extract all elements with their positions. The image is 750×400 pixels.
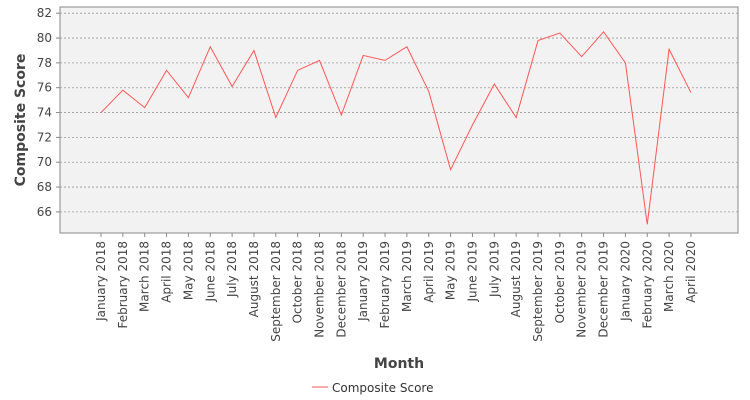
y-tick-label: 70 [37, 155, 52, 169]
x-tick-label: May 2019 [444, 241, 458, 300]
legend-label: Composite Score [332, 381, 433, 395]
x-tick-label: January 2018 [94, 241, 108, 322]
x-tick-label: September 2019 [531, 241, 545, 342]
legend: Composite Score [312, 381, 433, 395]
y-axis-title: Composite Score [13, 54, 29, 187]
y-tick-label: 74 [37, 106, 52, 120]
x-tick-label: June 2019 [465, 241, 479, 303]
y-tick-label: 68 [37, 180, 52, 194]
x-tick-label: December 2018 [334, 241, 348, 338]
series-group [100, 31, 692, 225]
plot-area [59, 6, 739, 234]
y-axis-ticks: 66 68 70 72 74 76 78 80 82 [37, 6, 60, 219]
x-tick-label: March 2019 [400, 241, 414, 312]
y-tick-label: 72 [37, 130, 52, 144]
x-tick-label: March 2018 [138, 241, 152, 312]
x-tick-label: October 2018 [291, 241, 305, 323]
x-axis-ticks: January 2018 February 2018 March 2018 April… [94, 233, 698, 342]
x-tick-label: April 2019 [422, 241, 436, 303]
x-tick-label: August 2019 [509, 241, 523, 317]
x-tick-label: October 2019 [553, 241, 567, 323]
x-tick-label: November 2019 [575, 241, 589, 338]
x-tick-label: February 2020 [640, 241, 654, 329]
x-tick-label: December 2019 [597, 241, 611, 338]
x-tick-label: September 2018 [269, 241, 283, 342]
x-tick-label: April 2018 [160, 241, 174, 303]
x-tick-label: April 2020 [684, 241, 698, 303]
x-tick-label: March 2020 [662, 241, 676, 312]
y-tick-label: 76 [37, 81, 52, 95]
series-line [100, 31, 692, 225]
x-tick-label: January 2020 [618, 241, 632, 322]
x-tick-label: January 2019 [356, 241, 370, 322]
x-tick-label: July 2019 [487, 241, 501, 298]
x-axis-title: Month [374, 356, 424, 372]
y-tick-label: 82 [37, 6, 52, 20]
x-tick-label: February 2019 [378, 241, 392, 329]
x-tick-label: August 2018 [247, 241, 261, 317]
x-tick-label: June 2018 [203, 241, 217, 303]
y-tick-label: 78 [37, 56, 52, 70]
x-tick-label: February 2018 [116, 241, 130, 329]
y-tick-label: 80 [37, 31, 52, 45]
x-tick-label: July 2018 [225, 241, 239, 298]
x-tick-label: May 2018 [181, 241, 195, 300]
y-tick-label: 66 [37, 205, 52, 219]
x-tick-label: November 2018 [313, 241, 327, 338]
